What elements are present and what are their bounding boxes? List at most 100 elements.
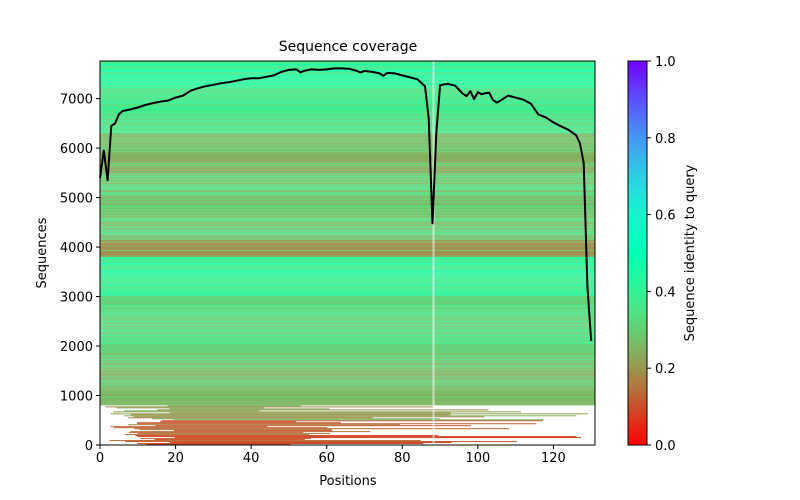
y-tick-label: 4000 — [60, 241, 93, 256]
identity-row — [100, 388, 595, 390]
identity-row — [100, 256, 595, 258]
identity-row — [100, 72, 595, 74]
identity-row — [100, 253, 595, 255]
identity-row — [100, 90, 595, 92]
identity-row — [167, 405, 301, 407]
identity-row — [100, 176, 595, 178]
identity-row — [100, 78, 595, 80]
coverage-line — [99, 67, 593, 342]
identity-row — [100, 105, 595, 107]
identity-row — [100, 165, 595, 167]
identity-row — [100, 394, 595, 396]
colorbar-tick-label: 0.4 — [655, 285, 676, 300]
identity-row — [100, 92, 595, 94]
identity-row — [100, 369, 595, 371]
identity-row — [100, 220, 595, 222]
identity-row — [100, 224, 595, 226]
identity-row — [137, 443, 424, 445]
identity-row — [100, 237, 595, 239]
identity-row — [100, 246, 595, 248]
identity-row — [100, 227, 595, 229]
identity-row — [100, 360, 595, 362]
identity-row — [100, 221, 595, 223]
identity-row — [100, 162, 595, 164]
identity-row — [100, 315, 595, 317]
identity-row — [100, 205, 595, 207]
identity-row — [100, 108, 595, 110]
identity-row — [100, 152, 595, 154]
x-tick-label: 60 — [318, 451, 335, 466]
identity-row — [100, 263, 595, 265]
x-axis-label: Positions — [319, 474, 377, 489]
identity-row — [100, 245, 595, 247]
identity-row — [100, 136, 595, 138]
identity-row — [100, 234, 595, 236]
identity-row — [100, 396, 595, 398]
identity-row — [100, 138, 595, 140]
identity-row — [100, 130, 595, 132]
y-tick-label: 3000 — [60, 291, 93, 306]
identity-row — [100, 345, 595, 347]
identity-row — [100, 302, 595, 304]
identity-row — [100, 267, 595, 269]
identity-row — [100, 319, 595, 321]
identity-row — [100, 96, 595, 98]
chart-title: Sequence coverage — [279, 39, 418, 55]
identity-row — [100, 63, 595, 65]
identity-row — [100, 376, 595, 378]
identity-row — [100, 218, 595, 220]
identity-row — [100, 239, 595, 241]
identity-row — [100, 87, 595, 89]
identity-row — [100, 269, 595, 271]
identity-row — [100, 299, 595, 301]
identity-row — [100, 109, 595, 111]
identity-row — [100, 166, 595, 168]
identity-row — [100, 272, 595, 274]
identity-row — [100, 85, 595, 87]
identity-row — [100, 289, 595, 291]
identity-row — [100, 273, 595, 275]
identity-row — [100, 135, 595, 137]
identity-row — [100, 306, 595, 308]
coverage-heatmap — [100, 61, 595, 445]
identity-row — [100, 354, 595, 356]
identity-row — [105, 406, 434, 408]
identity-row — [100, 101, 595, 103]
identity-row — [100, 209, 595, 211]
identity-row — [100, 217, 595, 219]
identity-row — [100, 94, 595, 96]
identity-row — [100, 346, 595, 348]
identity-row — [100, 212, 595, 214]
x-tick-label: 80 — [394, 451, 411, 466]
identity-row — [100, 188, 595, 190]
identity-row — [128, 432, 304, 434]
identity-row — [100, 266, 595, 268]
identity-row — [100, 95, 595, 97]
identity-row — [100, 399, 595, 401]
identity-row — [100, 268, 595, 270]
identity-row — [100, 397, 595, 399]
identity-row — [100, 338, 595, 340]
identity-row — [100, 140, 595, 142]
identity-row — [100, 222, 595, 224]
identity-row — [100, 163, 595, 165]
identity-row — [100, 278, 595, 280]
identity-row — [100, 318, 595, 320]
identity-row — [100, 281, 595, 283]
identity-row — [100, 292, 595, 294]
identity-row — [100, 366, 595, 368]
identity-row — [100, 131, 595, 133]
identity-row — [100, 102, 595, 104]
identity-row — [100, 332, 595, 334]
identity-row — [100, 225, 595, 227]
identity-row — [100, 178, 595, 180]
identity-row — [110, 413, 589, 415]
identity-row — [100, 65, 595, 67]
identity-row — [136, 423, 537, 425]
identity-row — [100, 358, 595, 360]
identity-row — [100, 146, 595, 148]
identity-row — [100, 170, 595, 172]
identity-row — [100, 362, 595, 364]
identity-row — [100, 134, 595, 136]
identity-row — [100, 80, 595, 82]
